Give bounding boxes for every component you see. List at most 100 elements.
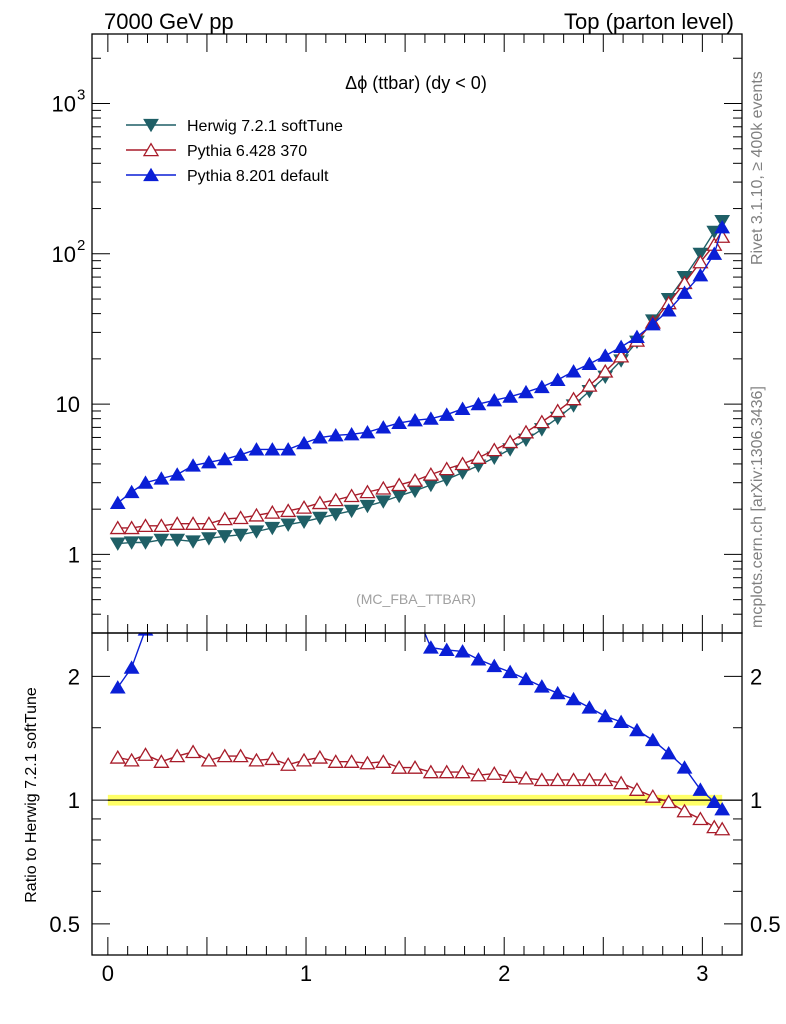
ratio-point-s0-10 (264, 751, 281, 766)
ratio-point-s0-8 (232, 748, 249, 763)
ratio-point-s1-14 (329, 578, 343, 590)
data-point-s1-31 (597, 363, 614, 378)
ratio-point-s1-10 (265, 581, 279, 593)
ratio-y-tick-label-left-0: 0.5 (49, 912, 80, 937)
data-point-s0-2 (137, 536, 154, 550)
ratio-point-s1-11 (281, 586, 295, 598)
y-tick-label-1: 10 (56, 392, 80, 417)
data-point-s2-22 (454, 401, 471, 415)
ratio-point-s1-0 (109, 680, 126, 694)
data-point-s0-8 (232, 528, 249, 543)
series-line-1 (117, 236, 723, 529)
data-point-s1-18 (391, 477, 408, 492)
ratio-point-s0-19 (406, 759, 424, 774)
data-point-s1-2 (137, 518, 154, 533)
ratio-point-s1-29 (565, 691, 582, 706)
ratio-y-tick-label-left-1: 1 (68, 788, 80, 813)
ratio-point-s1-21 (438, 642, 455, 656)
data-point-s2-7 (216, 451, 233, 466)
data-point-s1-14 (327, 492, 344, 507)
data-point-s1-28 (549, 403, 566, 418)
data-point-s1-3 (153, 518, 170, 533)
ratio-point-s0-5 (184, 744, 202, 759)
ratio-point-s0-17 (375, 754, 392, 768)
ratio-point-s0-13 (311, 749, 329, 764)
data-point-s2-30 (581, 356, 598, 371)
data-point-s2-12 (296, 435, 312, 450)
data-point-s1-13 (311, 495, 329, 510)
x-tick-label-3: 3 (696, 961, 708, 986)
ratio-point-s0-39 (714, 821, 731, 836)
data-point-s1-27 (533, 414, 550, 429)
data-point-s2-11 (280, 442, 297, 456)
ratio-point-s0-25 (502, 769, 519, 783)
series-line-0 (117, 220, 723, 545)
side-labels: Rivet 3.1.10, ≥ 400k events mcplots.cern… (749, 71, 766, 628)
ratio-y-axis-label: Ratio to Herwig 7.2.1 softTune (23, 687, 40, 903)
data-point-s2-13 (312, 430, 328, 444)
ratio-point-s1-5 (186, 586, 200, 598)
data-point-s1-5 (184, 516, 202, 530)
data-point-s1-12 (295, 499, 313, 514)
ratio-point-s0-29 (565, 772, 582, 787)
x-tick-label-1: 1 (300, 961, 312, 986)
data-point-s0-9 (248, 525, 265, 539)
data-point-s2-9 (248, 442, 265, 456)
data-point-s2-5 (185, 458, 201, 472)
data-point-s1-16 (359, 484, 376, 499)
mcplots-label: mcplots.cern.ch [arXiv:1306.3436] (749, 386, 766, 628)
ratio-axes: 0.5 0.5 1 1 2 2 0 1 2 3 (49, 633, 781, 986)
data-point-s2-38 (706, 246, 723, 260)
data-point-s1-15 (343, 488, 360, 503)
legend-label-2: Pythia 8.201 default (187, 168, 329, 185)
ratio-point-s0-15 (343, 754, 360, 768)
ratio-point-s0-27 (533, 772, 550, 787)
y-tick-label-0: 1 (68, 542, 80, 567)
ratio-line-0 (117, 751, 723, 830)
data-point-s1-23 (470, 450, 487, 464)
data-point-s0-12 (296, 515, 312, 530)
ratio-point-s1-12 (297, 581, 311, 593)
data-point-s1-20 (422, 466, 440, 481)
y-tick-label-2: 10 (52, 242, 76, 267)
data-point-s0-17 (375, 495, 392, 509)
ratio-point-s0-6 (200, 752, 218, 767)
data-point-s0-14 (327, 508, 344, 522)
y-tick-label-3: 10 (52, 91, 76, 116)
data-point-s2-10 (264, 442, 281, 456)
series-line-2 (117, 227, 723, 504)
data-point-s2-23 (470, 396, 487, 411)
ratio-point-s0-23 (470, 767, 487, 782)
x-tick-label-0: 0 (102, 961, 114, 986)
data-point-s2-25 (502, 389, 519, 403)
ratio-point-s1-6 (202, 586, 216, 598)
data-point-s0-0 (109, 537, 126, 551)
ratio-point-s1-30 (581, 700, 598, 714)
ratio-point-s1-31 (597, 708, 614, 723)
data-point-s1-37 (692, 254, 709, 269)
ratio-point-s1-37 (692, 782, 709, 796)
data-point-s1-29 (565, 391, 582, 406)
data-point-s2-16 (359, 424, 376, 439)
ratio-point-s1-27 (533, 679, 550, 693)
data-point-s1-30 (581, 377, 598, 392)
data-point-s1-10 (264, 504, 281, 519)
ratio-point-s1-23 (470, 652, 487, 666)
data-point-s2-19 (407, 413, 423, 427)
data-point-s1-21 (438, 461, 455, 476)
data-point-s2-21 (438, 407, 455, 421)
legend-marker-0 (143, 118, 159, 133)
header-energy: 7000 GeV pp (104, 9, 234, 34)
ratio-point-s0-34 (644, 789, 661, 803)
data-point-s2-34 (644, 316, 661, 331)
data-point-s2-4 (169, 467, 186, 481)
ratio-point-s1-1 (123, 660, 140, 674)
data-point-s2-0 (109, 495, 126, 510)
data-point-s0-13 (312, 511, 328, 526)
data-point-s0-6 (201, 532, 217, 546)
ratio-point-s0-18 (391, 759, 408, 774)
data-point-s1-9 (248, 507, 265, 522)
data-point-s0-15 (343, 504, 360, 519)
